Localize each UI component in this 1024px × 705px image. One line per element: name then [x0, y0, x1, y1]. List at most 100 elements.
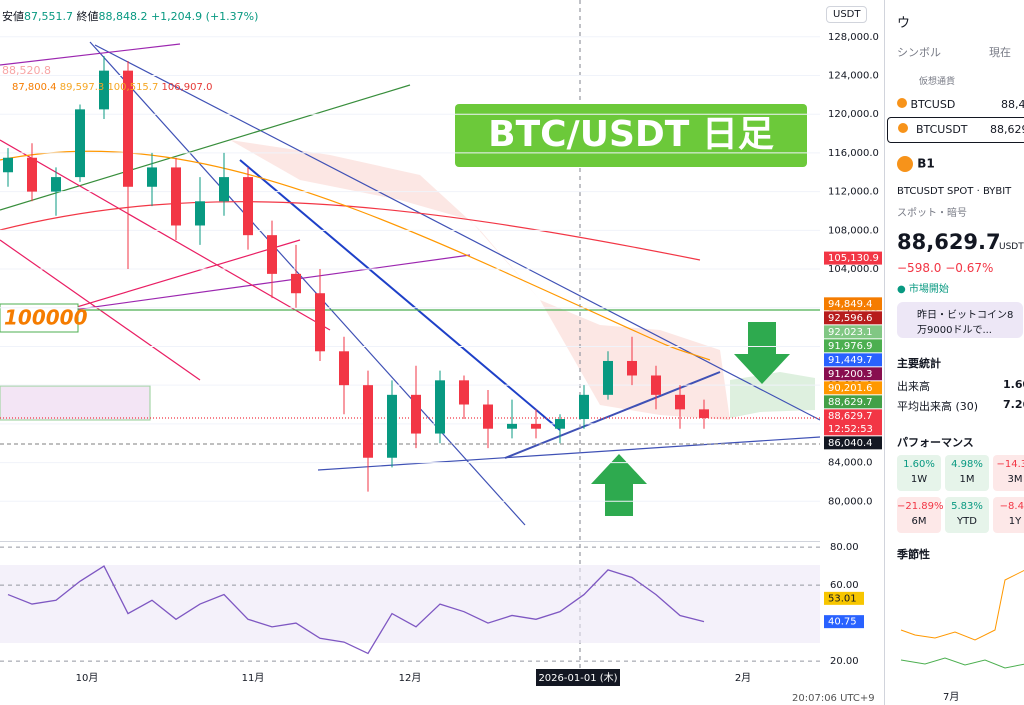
rsi-line: [7, 565, 705, 655]
ohlc-bar: 安値87,551.7 終値88,848.2 +1,204.9 (+1.37%): [2, 8, 258, 24]
candle-body: [123, 70, 133, 187]
perf-tile: 4.98% 1M: [945, 455, 989, 491]
symbol: BTCUSDT SPOT: [897, 186, 974, 197]
perf-period: 1Y: [1008, 516, 1022, 527]
price-marker-label: 92,023.1: [828, 327, 873, 338]
candle-body: [315, 293, 325, 352]
perf-value: −8.47: [999, 501, 1024, 512]
perf-value: 5.83%: [951, 501, 983, 512]
watchlist-title[interactable]: ウ: [897, 16, 911, 31]
price: 88,48: [1001, 98, 1024, 111]
x-tick-label: 2月: [735, 672, 751, 684]
overlay-value: 89,597.3: [59, 82, 105, 93]
price-marker: [824, 297, 882, 311]
symbol: B1: [917, 156, 935, 171]
season-line: [900, 657, 1024, 669]
price-marker-label: 90,201.6: [828, 383, 873, 394]
x-tick-label: 11月: [242, 672, 265, 684]
low: 87,551.7: [24, 10, 73, 23]
column-header: 現在: [989, 46, 1011, 59]
candle-body: [291, 273, 301, 294]
price-marker-label: 105,130.9: [828, 253, 879, 264]
rsi-marker-label: 40.75: [828, 617, 857, 628]
watchlist-row[interactable]: BTCUSDT 88,629: [887, 117, 1024, 143]
drawings: [0, 0, 821, 670]
candle-body: [27, 157, 37, 192]
change: −598.0 −0.67%: [897, 261, 994, 275]
trendline: [89, 41, 526, 526]
perf-tile: −14.36 3M: [993, 455, 1024, 491]
overlay-value: 106,907.0: [161, 82, 213, 93]
price-axis: [820, 0, 882, 705]
overlay-value: 100,515.7: [107, 82, 159, 93]
annotation: 100000: [4, 306, 88, 330]
price-marker-label: 91,976.9: [828, 341, 873, 352]
y-tick-label: 116,000.0: [828, 148, 879, 159]
exchange: BYBIT: [982, 186, 1012, 197]
overlay-value: 88,520.8: [2, 64, 51, 77]
perf-period: 1M: [959, 474, 975, 485]
candle-body: [651, 375, 661, 395]
avg-volume-label: 平均出来高 (30): [897, 400, 979, 413]
clock: 20:07:06 UTC+9: [792, 693, 875, 704]
annotation-box: [0, 303, 79, 333]
price-marker: [824, 367, 882, 381]
y-tick-label: 60.00: [830, 580, 859, 591]
y-tick-label: 128,000.0: [828, 32, 879, 43]
price-marker-label: 88,629.7: [828, 411, 873, 422]
price-marker-label: 91,200.3: [828, 369, 873, 380]
detail-symbol: BTCUSDT SPOT · BYBIT: [897, 186, 1012, 197]
column-header: シンボル: [897, 46, 941, 59]
symbol: BTCUSDT: [916, 123, 968, 136]
rsi-marker: [824, 591, 864, 605]
pane-divider: [0, 541, 820, 542]
currency-button[interactable]: USDT: [826, 6, 868, 23]
change: +1,204.9 (+1.37%): [150, 10, 259, 23]
perf-value: −14.36: [996, 459, 1024, 470]
price-marker: [824, 353, 882, 367]
news[interactable]: 昨日・ビットコイン8万9000ドルで...: [897, 302, 1023, 338]
perf-tile: −8.47 1Y: [993, 497, 1024, 533]
watchlist-row[interactable]: BTCUSD 88,48: [897, 98, 1024, 111]
price-marker-label: 86,040.4: [828, 438, 873, 449]
price-marker-label: 92,596.6: [828, 313, 873, 324]
candle-body: [531, 423, 541, 429]
price-marker: [824, 395, 882, 409]
perf-value: 1.60%: [903, 459, 935, 470]
volume-label: 出来高: [897, 380, 930, 393]
perf-period: 3M: [1007, 474, 1023, 485]
candle-body: [507, 423, 517, 429]
kind: スポット・暗号: [897, 208, 967, 219]
y-tick-label: 80,000.0: [828, 496, 873, 507]
y-tick-label: 20.00: [830, 656, 859, 667]
candle-body: [243, 177, 253, 236]
candle-body: [99, 70, 109, 110]
price-marker: [824, 325, 882, 339]
x-tick-label: 12月: [399, 672, 422, 684]
candle-body: [579, 394, 589, 420]
y-tick-label: 120,000.0: [828, 109, 879, 120]
perf-period: 6M: [911, 516, 927, 527]
price-marker: [824, 339, 882, 353]
arrow-up: [591, 454, 647, 516]
candle-body: [483, 404, 493, 429]
price: 88,629.7: [897, 230, 1001, 254]
y-tick-label: 112,000.0: [828, 187, 879, 198]
status-text: 市場開始: [908, 284, 949, 295]
banner: [455, 104, 807, 167]
banner-title: BTC/USDT 日足: [488, 114, 774, 155]
low-label: 安値: [2, 10, 24, 23]
header-symbol: B1: [897, 156, 935, 172]
candle-body: [363, 385, 373, 458]
candle-body: [675, 394, 685, 410]
seasonality-title: 季節性: [897, 548, 930, 561]
price-marker-label: 91,449.7: [828, 355, 873, 366]
cloud: [230, 140, 730, 420]
overlay-value: 87,800.4: [12, 82, 57, 93]
perf-tile: 1.60% 1W: [897, 455, 941, 491]
arrow-down: [734, 322, 790, 384]
ma: [0, 201, 701, 261]
candle-body: [555, 419, 565, 429]
rsi-marker: [824, 615, 864, 629]
